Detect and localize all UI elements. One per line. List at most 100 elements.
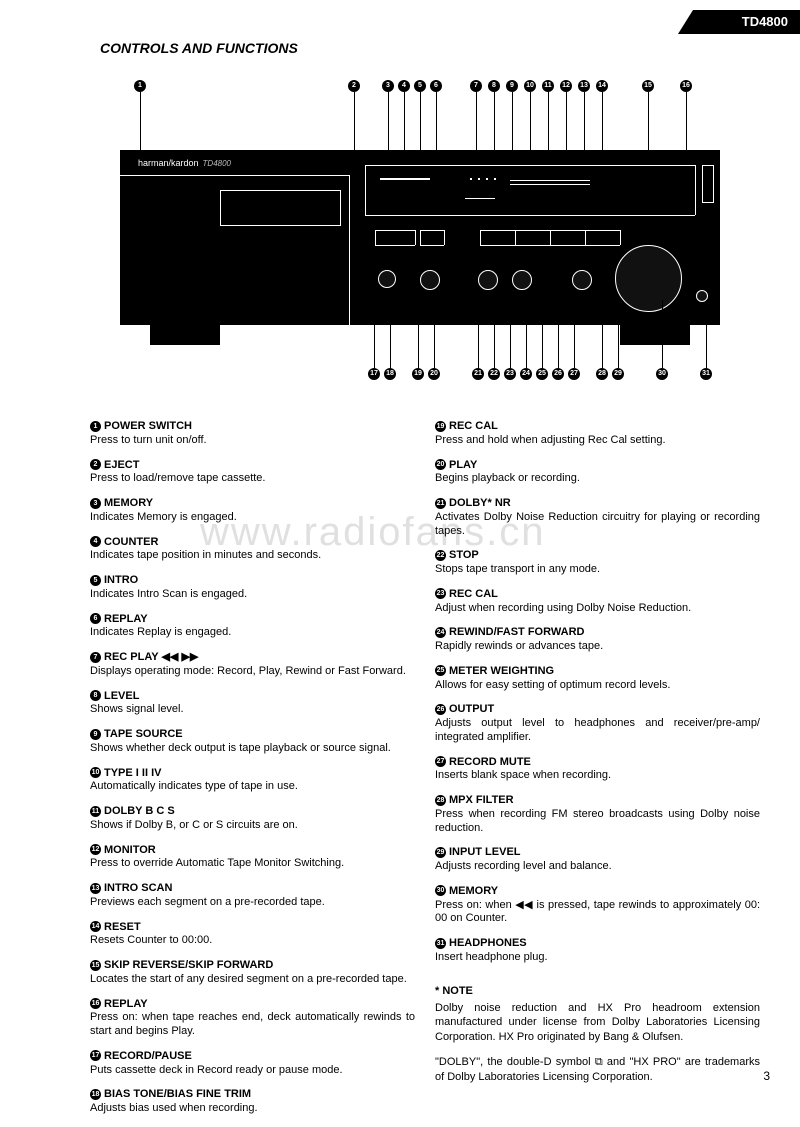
callout-bubble-25: 25 [536, 368, 548, 380]
callout-bubble-7: 7 [470, 80, 482, 92]
callout-bubble-20: 20 [428, 368, 440, 380]
callout-bubble-9: 9 [506, 80, 518, 92]
inline-number-bubble: 25 [435, 665, 446, 676]
control-item-desc: Press to load/remove tape cassette. [90, 472, 415, 486]
leader-line [374, 300, 375, 368]
control-item-title: 7REC PLAY ◀◀ ▶▶ [90, 651, 415, 665]
control-item-title: 17RECORD/PAUSE [90, 1050, 415, 1064]
inline-number-bubble: 5 [90, 575, 101, 586]
control-item-title: 2EJECT [90, 459, 415, 473]
callout-bubble-12: 12 [560, 80, 572, 92]
control-item-2: 2EJECTPress to load/remove tape cassette… [90, 459, 415, 487]
control-item-12: 12MONITORPress to override Automatic Tap… [90, 844, 415, 872]
inline-number-bubble: 30 [435, 885, 446, 896]
inline-number-bubble: 18 [90, 1089, 101, 1100]
control-item-title: 21DOLBY* NR [435, 497, 760, 511]
control-item-4: 4COUNTERIndicates tape position in minut… [90, 536, 415, 564]
inline-number-bubble: 26 [435, 704, 446, 715]
inline-number-bubble: 29 [435, 847, 446, 858]
control-item-desc: Stops tape transport in any mode. [435, 563, 760, 577]
section-title: CONTROLS AND FUNCTIONS [100, 40, 298, 56]
control-item-24: 24REWIND/FAST FORWARDRapidly rewinds or … [435, 626, 760, 654]
control-item-26: 26OUTPUTAdjusts output level to headphon… [435, 703, 760, 744]
leader-line [574, 300, 575, 368]
leader-line [390, 300, 391, 368]
callout-bubble-26: 26 [552, 368, 564, 380]
inline-number-bubble: 1 [90, 421, 101, 432]
note-text-1: Dolby noise reduction and HX Pro headroo… [435, 1001, 760, 1046]
control-item-desc: Insert headphone plug. [435, 951, 760, 965]
callout-bubble-3: 3 [382, 80, 394, 92]
inline-number-bubble: 19 [435, 421, 446, 432]
inline-number-bubble: 17 [90, 1050, 101, 1061]
inline-number-bubble: 23 [435, 588, 446, 599]
callout-bubble-17: 17 [368, 368, 380, 380]
control-item-desc: Press on: when ◀◀ is pressed, tape rewin… [435, 899, 760, 927]
callout-bubble-19: 19 [412, 368, 424, 380]
control-item-title: 23REC CAL [435, 588, 760, 602]
control-item-title: 16REPLAY [90, 998, 415, 1012]
control-item-title: 24REWIND/FAST FORWARD [435, 626, 760, 640]
control-item-21: 21DOLBY* NRActivates Dolby Noise Reducti… [435, 497, 760, 538]
callout-bubble-28: 28 [596, 368, 608, 380]
control-item-13: 13INTRO SCANPreviews each segment on a p… [90, 882, 415, 910]
device-foot-right [620, 325, 690, 345]
callout-bubble-5: 5 [414, 80, 426, 92]
callout-bubble-8: 8 [488, 80, 500, 92]
control-item-title: 12MONITOR [90, 844, 415, 858]
leader-line [662, 300, 663, 368]
control-item-17: 17RECORD/PAUSEPuts cassette deck in Reco… [90, 1050, 415, 1078]
control-item-31: 31HEADPHONESInsert headphone plug. [435, 937, 760, 965]
note-heading: * NOTE [435, 985, 760, 997]
leader-line [494, 300, 495, 368]
control-item-desc: Shows whether deck output is tape playba… [90, 742, 415, 756]
callout-bubble-23: 23 [504, 368, 516, 380]
control-item-title: 15SKIP REVERSE/SKIP FORWARD [90, 959, 415, 973]
inline-number-bubble: 31 [435, 938, 446, 949]
control-item-title: 14RESET [90, 921, 415, 935]
control-item-desc: Puts cassette deck in Record ready or pa… [90, 1064, 415, 1078]
inline-number-bubble: 14 [90, 921, 101, 932]
control-item-title: 30MEMORY [435, 885, 760, 899]
control-item-3: 3MEMORYIndicates Memory is engaged. [90, 497, 415, 525]
control-item-7: 7REC PLAY ◀◀ ▶▶Displays operating mode: … [90, 651, 415, 679]
callout-bubble-31: 31 [700, 368, 712, 380]
control-item-23: 23REC CALAdjust when recording using Dol… [435, 588, 760, 616]
control-item-title: 6REPLAY [90, 613, 415, 627]
column-right: 19REC CALPress and hold when adjusting R… [435, 420, 760, 1127]
inline-number-bubble: 21 [435, 498, 446, 509]
inline-number-bubble: 2 [90, 459, 101, 470]
callout-bubble-13: 13 [578, 80, 590, 92]
inline-number-bubble: 3 [90, 498, 101, 509]
inline-number-bubble: 16 [90, 998, 101, 1009]
leader-line [602, 300, 603, 368]
leader-line [542, 300, 543, 368]
inline-number-bubble: 22 [435, 550, 446, 561]
control-item-desc: Automatically indicates type of tape in … [90, 780, 415, 794]
callout-bubble-24: 24 [520, 368, 532, 380]
inline-number-bubble: 12 [90, 844, 101, 855]
control-item-30: 30MEMORYPress on: when ◀◀ is pressed, ta… [435, 885, 760, 926]
leader-line [478, 300, 479, 368]
control-item-title: 10TYPE I II IV [90, 767, 415, 781]
leader-line [706, 300, 707, 368]
inline-number-bubble: 6 [90, 613, 101, 624]
callout-bubble-30: 30 [656, 368, 668, 380]
control-item-title: 29INPUT LEVEL [435, 846, 760, 860]
control-item-desc: Previews each segment on a pre-recorded … [90, 896, 415, 910]
control-item-desc: Adjusts recording level and balance. [435, 860, 760, 874]
control-item-desc: Press on: when tape reaches end, deck au… [90, 1011, 415, 1039]
callout-bubble-2: 2 [348, 80, 360, 92]
control-item-title: 20PLAY [435, 459, 760, 473]
leader-line [418, 300, 419, 368]
callout-bubble-11: 11 [542, 80, 554, 92]
callout-bubble-29: 29 [612, 368, 624, 380]
control-item-desc: Allows for easy setting of optimum recor… [435, 679, 760, 693]
callout-bubble-10: 10 [524, 80, 536, 92]
control-item-desc: Rapidly rewinds or advances tape. [435, 640, 760, 654]
control-item-title: 31HEADPHONES [435, 937, 760, 951]
inline-number-bubble: 27 [435, 756, 446, 767]
control-item-22: 22STOPStops tape transport in any mode. [435, 549, 760, 577]
control-item-29: 29INPUT LEVELAdjusts recording level and… [435, 846, 760, 874]
control-item-6: 6REPLAYIndicates Replay is engaged. [90, 613, 415, 641]
